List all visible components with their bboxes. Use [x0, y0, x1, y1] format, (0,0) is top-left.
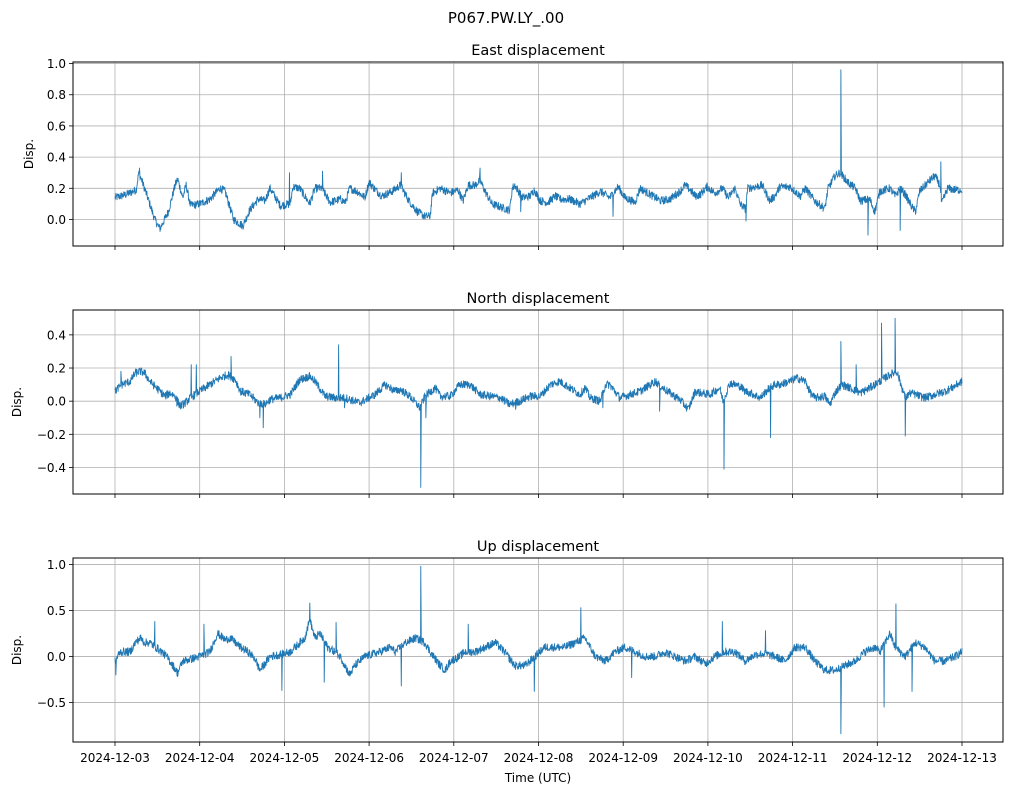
x-tick-label: 2024-12-09: [588, 751, 658, 765]
x-axis-label: Time (UTC): [504, 771, 571, 785]
y-tick-label: −0.2: [37, 428, 66, 442]
x-tick-label: 2024-12-11: [758, 751, 828, 765]
x-tick-label: 2024-12-03: [80, 751, 150, 765]
north-displacement-panel: North displacement Disp. −0.4 −0.2 0.0 0.2 0…: [10, 291, 1004, 498]
y-axis-label: Disp.: [10, 387, 24, 417]
y-tick-label: −0.5: [37, 696, 66, 710]
x-tick-label: 2024-12-12: [842, 751, 912, 765]
y-tick-label: 0.0: [47, 650, 66, 664]
axes-frame: [72, 557, 1004, 743]
y-tick-label: 0.2: [47, 182, 66, 196]
x-tick-label: 2024-12-08: [504, 751, 574, 765]
y-tick-label: 1.0: [47, 558, 66, 572]
panel-title: North displacement: [467, 291, 610, 307]
y-tick-label: 0.0: [47, 213, 66, 227]
up-displacement-panel: Up displacement Disp. 2024-12-03 2024-12-…: [10, 539, 1004, 765]
x-tick-label: 2024-12-07: [419, 751, 489, 765]
x-tick-label: 2024-12-10: [673, 751, 743, 765]
suptitle: P067.PW.LY_.00: [448, 9, 564, 28]
y-tick-label: 0.5: [47, 604, 66, 618]
y-tick-label: 0.6: [47, 119, 66, 133]
x-tick-label: 2024-12-06: [334, 751, 404, 765]
y-tick-label: 1.0: [47, 57, 66, 71]
data-series-line: [114, 565, 963, 735]
y-tick-label: 0.0: [47, 395, 66, 409]
axes-frame: [72, 61, 1004, 247]
y-axis-label: Disp.: [22, 139, 36, 169]
y-tick-label: 0.2: [47, 362, 66, 376]
axes-frame: [72, 309, 1004, 495]
x-tick-label: 2024-12-05: [250, 751, 320, 765]
y-tick-label: 0.4: [47, 328, 66, 342]
panel-title: Up displacement: [477, 539, 599, 555]
y-axis-label: Disp.: [10, 635, 24, 665]
panel-title: East displacement: [471, 43, 605, 59]
y-tick-label: −0.4: [37, 461, 66, 475]
y-tick-label: 0.4: [47, 151, 66, 165]
east-displacement-panel: East displacement Disp. 0.0 0.2 0.4 0.6 0.8 1…: [22, 43, 1004, 250]
x-tick-label: 2024-12-04: [165, 751, 235, 765]
x-tick-label: 2024-12-13: [927, 751, 997, 765]
data-series-line: [114, 317, 963, 488]
y-tick-label: 0.8: [47, 88, 66, 102]
data-series-line: [114, 69, 963, 236]
